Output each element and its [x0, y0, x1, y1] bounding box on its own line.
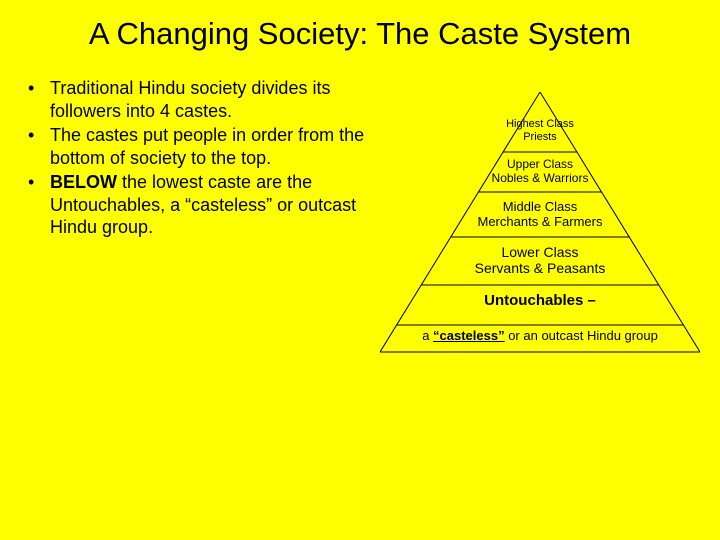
pyramid-labels: Highest ClassPriests Upper ClassNobles & … — [380, 92, 700, 372]
bullet-item: The castes put people in order from the … — [20, 124, 370, 169]
content-area: Traditional Hindu society divides its fo… — [0, 62, 720, 241]
bold-word: BELOW — [50, 172, 117, 192]
bullet-list: Traditional Hindu society divides its fo… — [20, 77, 370, 239]
bullet-item: Traditional Hindu society divides its fo… — [20, 77, 370, 122]
bullet-item: BELOW the lowest caste are the Untouchab… — [20, 171, 370, 239]
slide-title: A Changing Society: The Caste System — [0, 0, 720, 62]
pyramid-level-label: Upper ClassNobles & Warriors — [380, 158, 700, 186]
pyramid-column: Highest ClassPriests Upper ClassNobles & … — [370, 77, 700, 241]
untouchables-title: Untouchables – — [380, 292, 700, 309]
untouchables-sub: a “casteless” or an outcast Hindu group — [380, 329, 700, 344]
pyramid-level-label: Lower ClassServants & Peasants — [380, 244, 700, 276]
pyramid-level-label: Highest ClassPriests — [380, 118, 700, 143]
bullet-column: Traditional Hindu society divides its fo… — [20, 77, 370, 241]
pyramid-level-label: Middle ClassMerchants & Farmers — [380, 200, 700, 230]
caste-pyramid: Highest ClassPriests Upper ClassNobles & … — [380, 92, 700, 372]
